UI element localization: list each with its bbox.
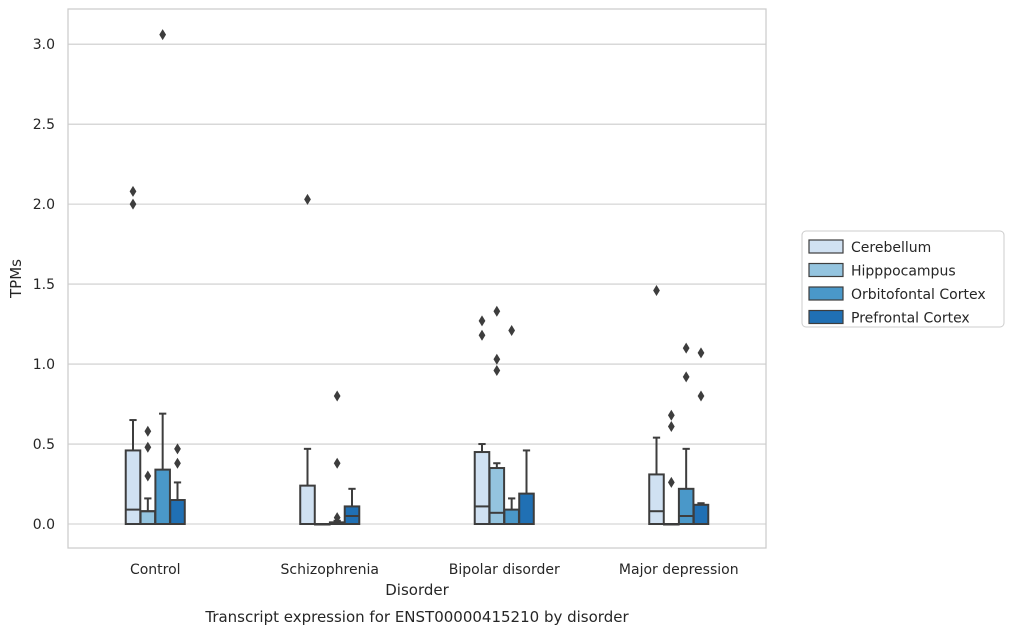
box-cerebellum <box>124 185 142 526</box>
box-body <box>154 468 171 526</box>
y-axis-label: TPMs <box>7 259 25 299</box>
outlier-point <box>174 457 181 469</box>
box-body <box>677 487 695 526</box>
box-orbitofontal-cortex <box>328 390 346 526</box>
x-axis-ticks: Control Schizophrenia Bipolar disorder Majo… <box>130 562 739 578</box>
box-body <box>692 503 710 526</box>
legend-frame <box>801 230 1005 328</box>
box-body <box>488 467 506 526</box>
outlier-point <box>159 29 167 41</box>
y-tick-label: 2.5 <box>33 117 55 133</box>
box-body <box>518 492 535 526</box>
y-axis-ticks: 0.0 0.5 1.0 1.5 2.0 2.5 3.0 <box>33 37 55 533</box>
outlier-point <box>144 470 152 482</box>
outlier-point <box>697 390 705 402</box>
box-body <box>473 451 491 526</box>
outlier-point <box>667 409 675 421</box>
outlier-point <box>129 185 137 197</box>
outlier-point <box>508 324 516 336</box>
box-prefrontal-cortex <box>518 449 535 526</box>
box-prefrontal-cortex <box>343 487 361 526</box>
box-body <box>169 499 186 526</box>
legend: Cerebellum Hipppocampus Orbitofontal Corte… <box>801 230 1005 328</box>
box-body <box>503 508 520 526</box>
chart-title: Transcript expression for ENST0000041521… <box>204 608 629 626</box>
x-axis-label: Disorder <box>385 581 449 599</box>
x-tick-label: Schizophrenia <box>281 562 379 578</box>
y-tick-label: 0.0 <box>33 517 55 533</box>
plot-frame <box>67 8 767 549</box>
outlier-point <box>493 353 501 365</box>
box-prefrontal-cortex <box>692 347 710 526</box>
outlier-point <box>144 441 152 453</box>
outlier-point <box>667 420 675 432</box>
y-tick-label: 1.5 <box>33 277 55 293</box>
outlier-point <box>667 476 675 488</box>
box-body <box>124 449 142 526</box>
outlier-point <box>333 457 341 469</box>
outlier-point <box>493 305 501 317</box>
box-body <box>299 484 316 526</box>
outlier-point <box>174 443 181 455</box>
legend-label: Hipppocampus <box>851 264 956 280</box>
box-cerebellum <box>648 284 665 526</box>
outlier-point <box>682 371 690 383</box>
box-cerebellum <box>473 315 491 526</box>
box-orbitofontal-cortex <box>503 324 520 526</box>
legend-swatch <box>808 309 844 325</box>
legend-label: Cerebellum <box>851 240 931 256</box>
outlier-point <box>478 315 486 327</box>
y-tick-label: 0.5 <box>33 437 55 453</box>
box-hipppocampus <box>488 305 506 526</box>
box-body <box>139 510 157 526</box>
box-marks <box>124 29 710 526</box>
legend-label: Prefrontal Cortex <box>851 311 970 327</box>
legend-swatch <box>808 262 844 278</box>
y-tick-label: 3.0 <box>33 37 55 53</box>
x-tick-label: Major depression <box>619 562 739 578</box>
outlier-point <box>129 198 137 210</box>
y-tick-label: 1.0 <box>33 357 55 373</box>
box-hipppocampus <box>139 425 157 526</box>
legend-label: Orbitofontal Cortex <box>851 287 986 303</box>
legend-swatch <box>808 239 844 254</box>
x-tick-label: Bipolar disorder <box>449 562 560 578</box>
outlier-point <box>333 390 341 402</box>
outlier-point <box>653 284 660 296</box>
y-tick-label: 2.0 <box>33 197 55 213</box>
box-prefrontal-cortex <box>169 443 186 526</box>
box-hipppocampus <box>663 409 680 526</box>
gridlines <box>68 43 766 525</box>
outlier-point <box>144 425 152 437</box>
x-tick-label: Control <box>130 562 181 578</box>
box-body <box>648 473 665 526</box>
outlier-point <box>478 329 486 341</box>
box-orbitofontal-cortex <box>677 342 695 526</box>
outlier-point <box>682 342 690 354</box>
outlier-point <box>493 364 501 376</box>
outlier-point <box>304 193 311 205</box>
box-orbitofontal-cortex <box>154 29 171 526</box>
legend-swatch <box>808 286 844 301</box>
outlier-point <box>333 512 341 524</box>
box-hipppocampus <box>314 523 331 526</box>
box-cerebellum <box>299 193 316 526</box>
outlier-point <box>697 347 705 359</box>
